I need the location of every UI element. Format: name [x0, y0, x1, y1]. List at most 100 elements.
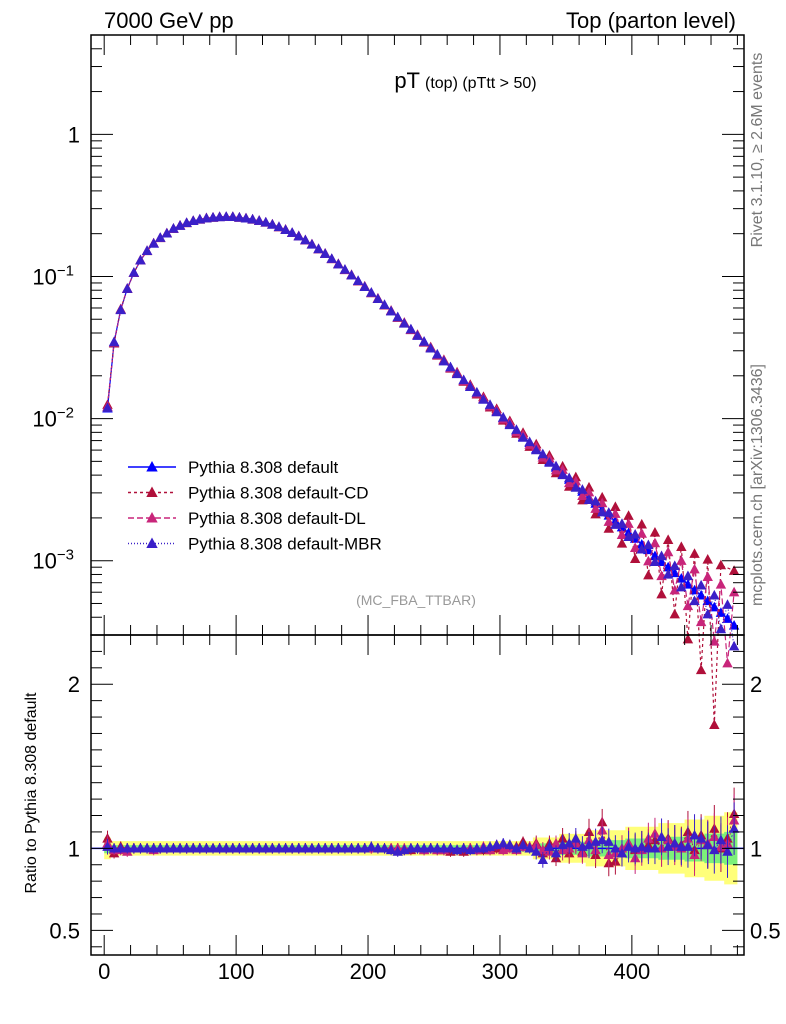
data-point — [603, 507, 615, 517]
data-point — [715, 559, 727, 570]
ratio-point — [550, 837, 562, 848]
data-point — [603, 516, 615, 526]
data-point — [623, 510, 634, 520]
data-point — [649, 556, 661, 567]
data-point — [722, 657, 733, 668]
data-point — [643, 555, 654, 566]
legend-label: Pythia 8.308 default-DL — [188, 509, 366, 528]
data-point — [352, 275, 364, 285]
data-point — [385, 305, 397, 316]
data-point — [306, 238, 318, 249]
x-tick-label: 300 — [482, 959, 519, 984]
data-point — [616, 538, 628, 548]
ratio-y-tick-label-left: 2 — [68, 672, 80, 697]
data-point — [702, 571, 713, 581]
ratio-point — [366, 841, 377, 851]
data-point — [108, 336, 120, 347]
data-point — [728, 619, 740, 630]
ratio-point — [537, 844, 549, 855]
ratio-point — [702, 839, 713, 850]
data-point — [557, 469, 568, 480]
header-left: 7000 GeV pp — [104, 8, 234, 33]
ratio-point — [122, 842, 133, 853]
ratio-point — [524, 842, 535, 853]
ratio-point — [689, 829, 700, 840]
data-point — [313, 243, 324, 254]
data-point — [227, 211, 239, 222]
data-point — [425, 342, 436, 353]
x-tick-label: 400 — [614, 959, 651, 984]
data-point — [135, 254, 146, 265]
ratio-point — [253, 842, 265, 853]
data-point — [544, 457, 555, 467]
data-point — [253, 215, 265, 225]
data-point — [676, 581, 687, 592]
main-axes: 1 10−1 10−2 10−3 — [32, 34, 744, 636]
ratio-point — [425, 842, 436, 853]
ratio-ylabel: Ratio to Pythia 8.308 default — [23, 692, 40, 894]
y-tick-label: 10−1 — [32, 262, 74, 289]
data-point — [610, 501, 621, 512]
data-point — [695, 589, 707, 600]
data-point — [168, 223, 179, 233]
data-point — [220, 211, 232, 221]
ratio-point — [656, 831, 667, 841]
data-point — [399, 317, 410, 328]
ratio-point — [728, 823, 740, 833]
legend-marker — [146, 486, 158, 497]
data-point — [656, 550, 667, 561]
ratio-point — [603, 836, 615, 846]
ratio-point — [709, 844, 720, 855]
data-point — [280, 224, 291, 234]
data-point — [676, 541, 687, 552]
ratio-point — [352, 842, 364, 853]
data-point — [570, 482, 582, 492]
data-point — [636, 528, 647, 538]
data-point — [498, 411, 509, 422]
x-tick-label: 200 — [350, 959, 387, 984]
data-point — [511, 424, 522, 434]
data-point — [682, 633, 694, 644]
data-point — [260, 216, 272, 227]
ratio-point — [610, 842, 621, 853]
header-right: Top (parton level) — [566, 8, 736, 33]
ratio-point — [379, 842, 390, 853]
ratio-point — [194, 842, 206, 853]
data-point — [728, 565, 740, 575]
data-point — [629, 542, 641, 553]
ratio-point — [682, 841, 694, 851]
data-point — [234, 211, 245, 222]
ratio-point — [544, 841, 555, 851]
data-point — [563, 472, 575, 483]
main-plot-area — [102, 211, 740, 729]
data-point — [676, 555, 687, 565]
legend-label: Pythia 8.308 default-MBR — [188, 535, 382, 554]
data-point — [155, 232, 166, 242]
ratio-plot-area — [91, 787, 744, 885]
analysis-label: (MC_FBA_TTBAR) — [356, 592, 476, 608]
data-point — [319, 248, 331, 258]
data-point — [286, 227, 298, 237]
data-point — [570, 475, 582, 486]
data-point — [623, 531, 634, 542]
data-point — [596, 506, 608, 517]
data-point — [689, 595, 700, 606]
ratio-point — [438, 842, 450, 853]
y-tick-label: 1 — [68, 122, 80, 147]
ratio-point — [293, 842, 304, 853]
ratio-point — [300, 842, 311, 853]
ratio-y-tick-label-left: 1 — [68, 836, 80, 861]
data-point — [709, 589, 720, 600]
data-point — [728, 586, 740, 597]
ratio-point — [141, 842, 153, 853]
data-point — [267, 219, 278, 229]
data-point — [629, 553, 641, 563]
data-point — [709, 719, 720, 729]
legend: Pythia 8.308 default Pythia 8.308 default… — [128, 458, 382, 554]
data-point — [643, 539, 654, 550]
ratio-point — [273, 842, 285, 853]
ratio-point — [168, 842, 179, 853]
ratio-point — [346, 842, 357, 853]
data-point — [682, 570, 694, 581]
data-point — [102, 402, 113, 412]
